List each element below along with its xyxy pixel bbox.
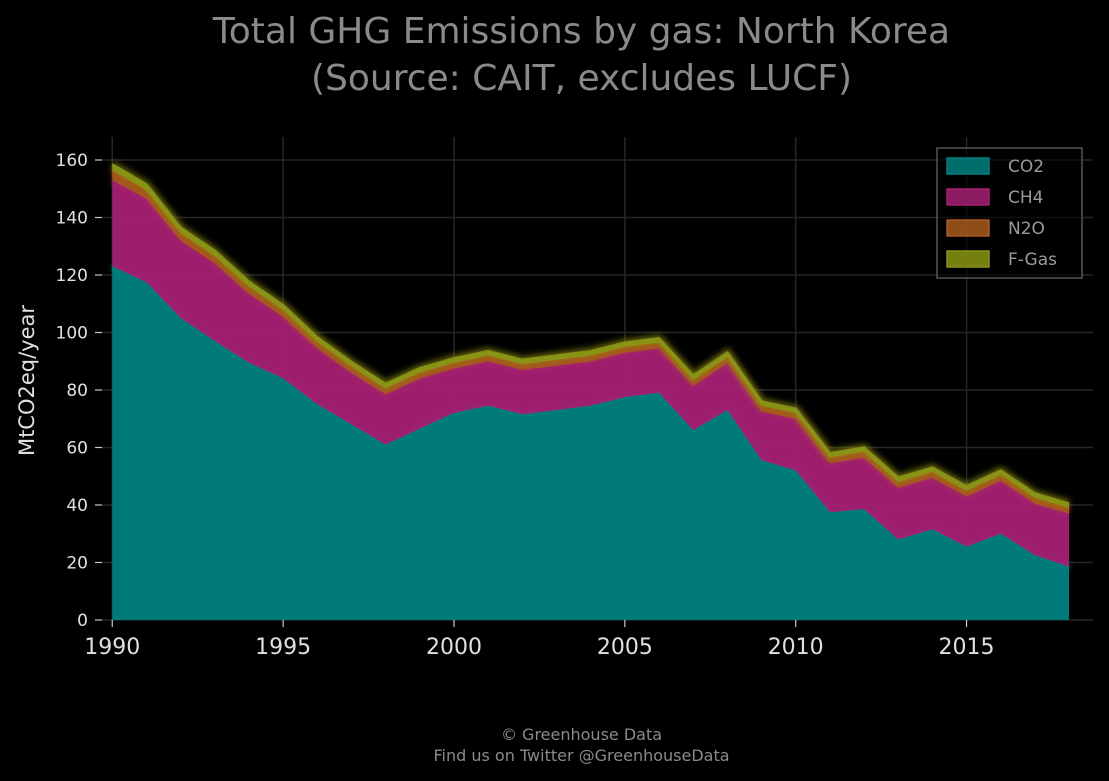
legend: CO2 CH4 N2O F-Gas — [936, 147, 1083, 279]
x-tick-label: 2000 — [426, 635, 482, 660]
y-tick-label: 20 — [66, 554, 88, 574]
legend-label-n2o: N2O — [1008, 219, 1045, 239]
legend-swatch-co2 — [946, 157, 990, 175]
area-edge-line — [111, 163, 1070, 505]
x-tick-label: 1995 — [255, 635, 311, 660]
y-tick-label: 140 — [56, 209, 88, 229]
x-tick-label: 1990 — [84, 635, 140, 660]
y-tick-label: 60 — [66, 439, 88, 459]
chart-title: Total GHG Emissions by gas: North Korea … — [212, 11, 951, 99]
twitter-text: Find us on Twitter @GreenhouseData — [433, 746, 730, 765]
x-tick-label: 2015 — [939, 635, 995, 660]
x-tick-label: 2005 — [597, 635, 653, 660]
area-fill — [112, 180, 1070, 567]
area-series — [110, 160, 1071, 620]
area-fill — [112, 266, 1070, 620]
y-tick-label: 80 — [66, 381, 88, 401]
y-tick-label: 120 — [56, 266, 88, 286]
footer: © Greenhouse Data Find us on Twitter @Gr… — [0, 724, 1109, 766]
y-tick-label: 0 — [77, 611, 88, 631]
y-tick-label: 100 — [56, 324, 88, 344]
legend-swatch-n2o — [946, 219, 990, 237]
y-axis-label: MtCO2eq/year — [15, 305, 39, 456]
axes: 0 20 40 60 80 100 120 140 160 1990 1995 2000 2005 201… — [15, 151, 995, 660]
legend-label-f-gas: F-Gas — [1008, 250, 1057, 270]
copyright-text: © Greenhouse Data — [500, 725, 663, 744]
y-tick-label: 40 — [66, 496, 88, 516]
y-tick-label: 160 — [56, 151, 88, 171]
x-tick-label: 2010 — [768, 635, 824, 660]
legend-swatch-ch4 — [946, 188, 990, 206]
area-f-gas — [110, 160, 1071, 508]
legend-swatch-f-gas — [946, 250, 990, 268]
legend-label-co2: CO2 — [1008, 157, 1044, 177]
legend-label-ch4: CH4 — [1008, 188, 1043, 208]
